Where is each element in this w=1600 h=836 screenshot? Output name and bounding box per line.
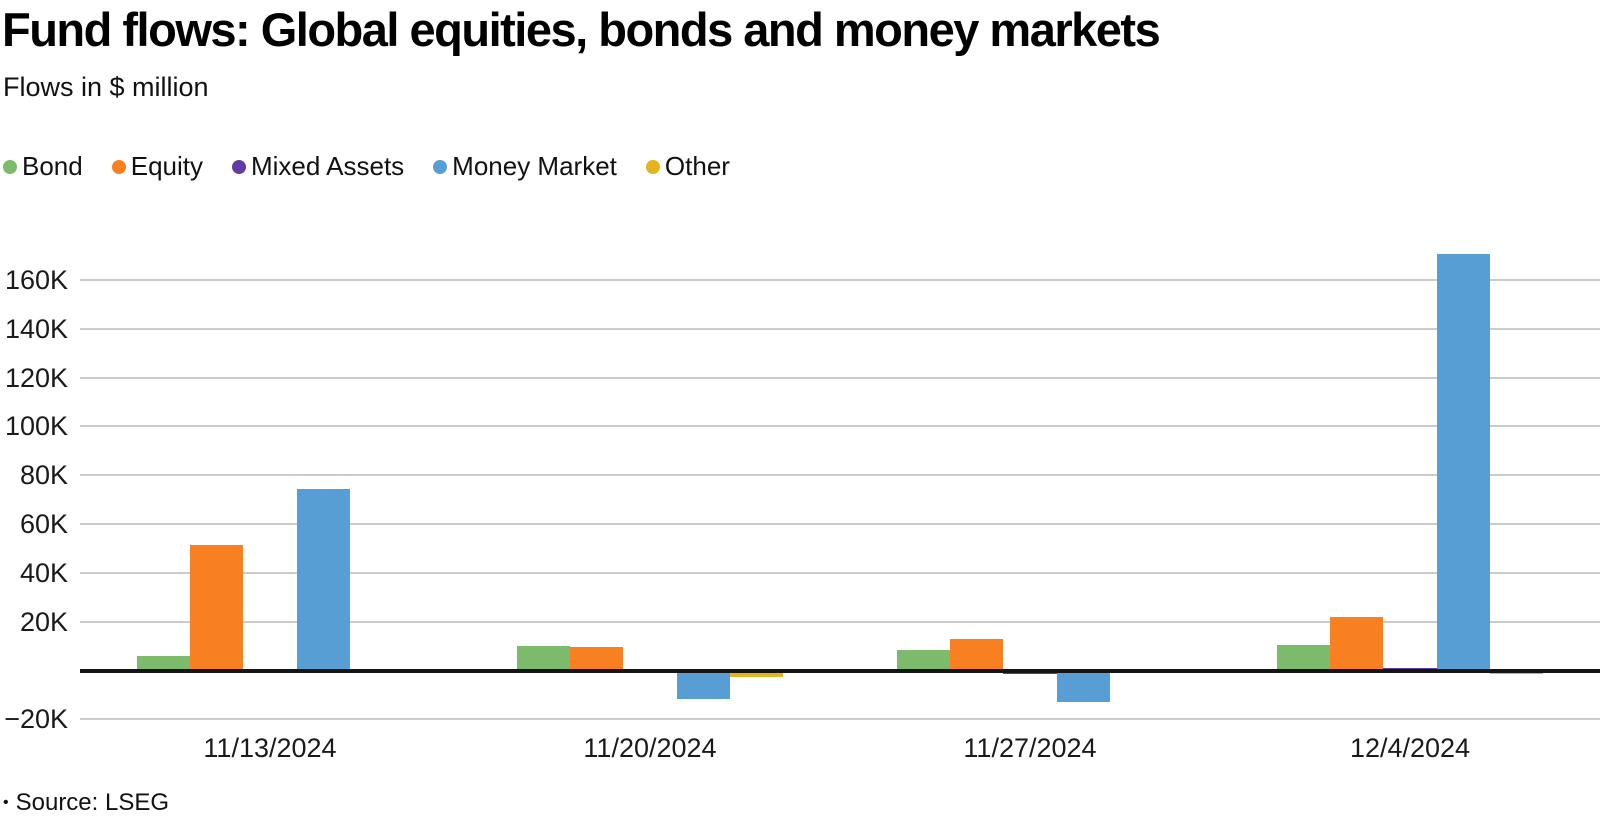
bar-money-market-12-4-2024 [1436, 253, 1490, 671]
y-axis-tick-label: 160K [4, 265, 68, 295]
source-line: • Source: LSEG [3, 789, 169, 817]
bar-equity-11-20-2024 [570, 647, 624, 671]
bar-equity-11-27-2024 [950, 638, 1004, 671]
gridline [80, 718, 1600, 721]
gridline [80, 279, 1600, 281]
zero-axis-line [80, 668, 1600, 673]
y-axis-tick-label: 140K [4, 313, 68, 344]
gridline [80, 376, 1600, 379]
legend-label: Mixed Assets [251, 151, 405, 181]
x-axis-label-11-27-2024: 11/27/2024 [963, 733, 1097, 763]
chart-legend: Bond Equity Mixed Assets Money Market Other [3, 151, 730, 182]
bar-money-market-11-13-2024 [296, 488, 350, 671]
gridline [80, 620, 1600, 623]
legend-item-mixed-assets: Mixed Assets [232, 151, 404, 182]
bar-bond-12-4-2024 [1276, 644, 1330, 671]
gridline [80, 571, 1600, 574]
legend-item-other: Other [645, 151, 730, 182]
y-axis-tick-label: 40K [19, 557, 68, 588]
y-axis-tick-label: −20K [4, 704, 68, 735]
bar-equity-12-4-2024 [1330, 617, 1384, 671]
gridline [80, 523, 1600, 526]
x-axis-label-11-20-2024: 11/20/2024 [583, 733, 717, 763]
bullet-icon: • [3, 794, 9, 811]
x-axis-label-11-13-2024: 11/13/2024 [203, 733, 337, 763]
legend-dot-icon [111, 159, 126, 174]
y-axis-tick-label: 20K [19, 606, 68, 637]
y-axis-tick-label: 100K [4, 411, 68, 442]
gridline [80, 327, 1600, 330]
bar-money-market-11-27-2024 [1056, 670, 1110, 702]
y-axis-tick-label: 60K [19, 509, 68, 540]
legend-item-equity: Equity [111, 151, 203, 182]
bar-bond-11-13-2024 [136, 656, 190, 671]
source-text: Source: LSEG [15, 789, 170, 816]
legend-label: Other [664, 151, 730, 181]
y-axis-tick-label: 80K [19, 460, 68, 491]
gridline [80, 425, 1600, 428]
legend-dot-icon [645, 159, 660, 174]
gridline [80, 474, 1600, 477]
legend-dot-icon [232, 159, 246, 174]
legend-label: Equity [130, 151, 203, 181]
bar-equity-11-13-2024 [190, 545, 244, 671]
legend-label: Money Market [452, 151, 617, 181]
legend-dot-icon [3, 159, 17, 174]
legend-item-bond: Bond [3, 151, 83, 182]
y-axis-tick-label: 120K [4, 362, 68, 393]
bar-bond-11-20-2024 [516, 645, 570, 671]
bar-money-market-11-20-2024 [676, 670, 730, 699]
x-axis-label-12-4-2024: 12/4/2024 [1349, 733, 1471, 763]
chart-subtitle: Flows in $ million [3, 72, 209, 102]
legend-label: Bond [22, 151, 83, 181]
bar-bond-11-27-2024 [896, 649, 950, 671]
bar-other-11-20-2024 [729, 670, 784, 677]
page-title: Fund flows: Global equities, bonds and m… [2, 3, 1161, 56]
legend-item-money-market: Money Market [433, 151, 617, 182]
legend-dot-icon [433, 159, 448, 174]
